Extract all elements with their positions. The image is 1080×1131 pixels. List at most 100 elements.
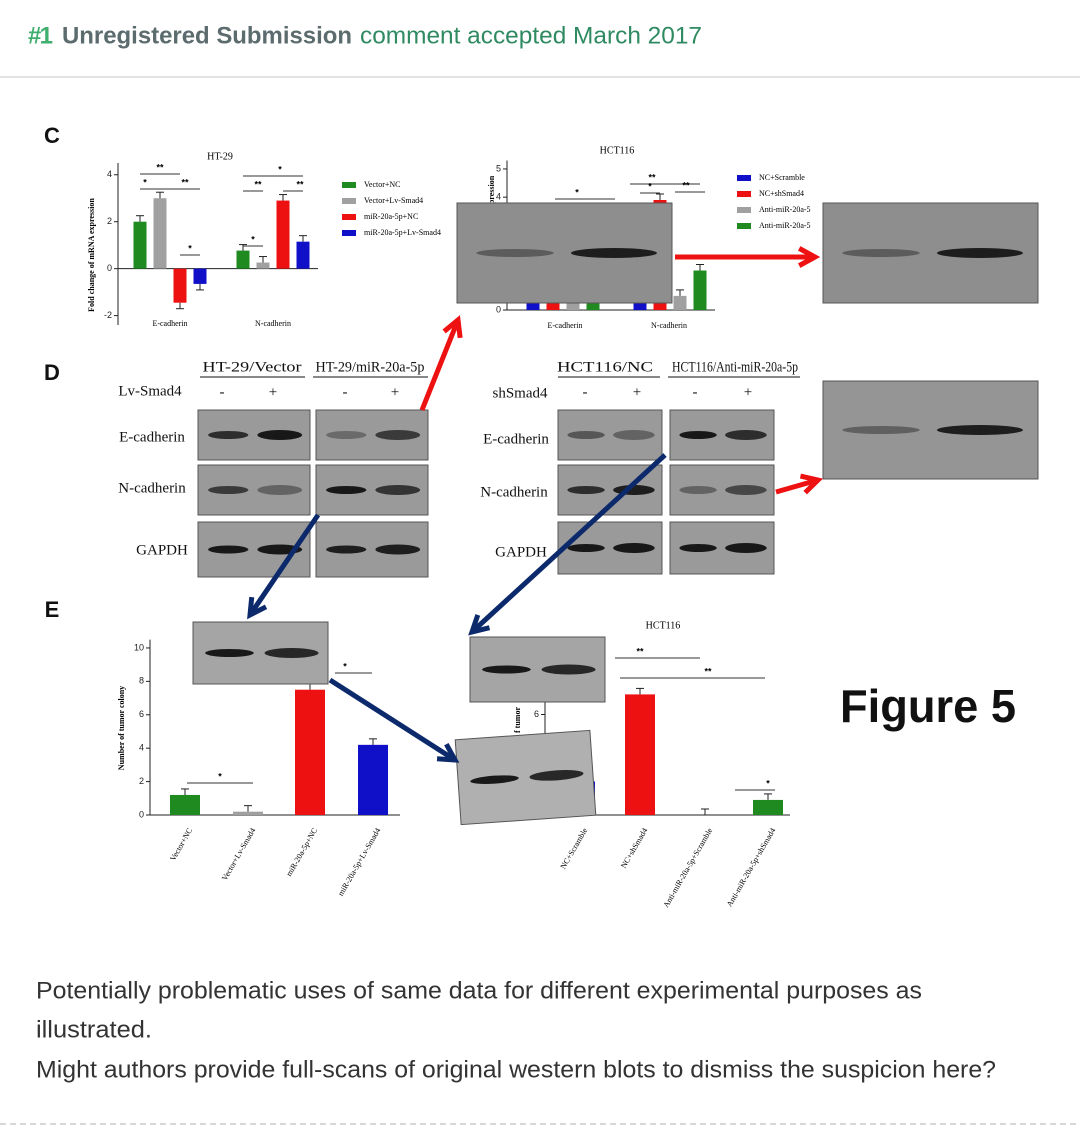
blot-image: [197, 521, 311, 578]
comment-text: Might authors provide full-scans of orig…: [36, 1056, 996, 1083]
significance: **: [704, 666, 712, 676]
sign: +: [391, 384, 399, 400]
y-tick-label: 4: [496, 192, 501, 202]
significance: **: [296, 179, 304, 189]
sign: -: [220, 384, 225, 400]
arrow-head: [247, 596, 268, 620]
blot-band: [613, 430, 655, 440]
legend-label: miR-20a-5p+Lv-Smad4: [364, 228, 441, 237]
significance: *: [218, 771, 222, 781]
blot-band: [541, 664, 596, 675]
significance: *: [343, 661, 347, 671]
bar: [173, 268, 187, 303]
legend-swatch: [342, 198, 356, 204]
x-tick-label: N-cadherin: [255, 319, 291, 328]
blot-band: [257, 430, 303, 440]
sign: -: [693, 384, 698, 400]
blot-image: [557, 521, 663, 575]
row-label: GAPDH: [495, 544, 547, 560]
blot-band: [679, 431, 717, 439]
blot-image: [669, 409, 775, 461]
bar: [625, 694, 655, 815]
y-tick-label: 6: [139, 709, 144, 719]
significance: **: [636, 646, 644, 656]
sign: -: [343, 384, 348, 400]
legend-swatch: [737, 207, 751, 213]
blot-band: [326, 431, 367, 439]
blot-band: [476, 249, 554, 257]
blot-band: [208, 486, 249, 494]
status: comment accepted March 2017: [360, 22, 702, 49]
blot-band: [679, 486, 717, 494]
bar: [256, 262, 270, 269]
legend-swatch: [342, 214, 356, 220]
significance: **: [682, 180, 690, 190]
row-label: E-cadherin: [483, 431, 549, 447]
blot-image: [454, 729, 597, 826]
bar: [673, 295, 687, 310]
sign: +: [269, 384, 277, 400]
blot-image: [192, 621, 329, 685]
group-label: HCT116/Anti-miR-20a-5p: [672, 359, 798, 375]
blot-image: [669, 464, 775, 516]
blot-band: [264, 648, 319, 658]
arrow-head: [799, 473, 824, 495]
treatment-label: Lv-Smad4: [118, 383, 182, 399]
sign: +: [744, 384, 752, 400]
significance: **: [648, 172, 656, 182]
blot-band: [567, 431, 605, 439]
panel-label: D: [44, 360, 60, 385]
y-tick-label: 8: [139, 676, 144, 686]
blot-image: [822, 380, 1039, 480]
panel-label: E: [45, 597, 60, 622]
blot-image: [456, 202, 673, 304]
blot-band: [725, 485, 767, 495]
arrow-shaft: [775, 477, 819, 495]
y-tick-label: 0: [139, 809, 144, 819]
blot-band: [375, 544, 421, 555]
bar: [153, 198, 167, 269]
comment-text: Potentially problematic uses of same dat…: [36, 977, 922, 1004]
significance: *: [575, 187, 579, 197]
blot-band: [470, 775, 519, 785]
chart-title: HT-29: [207, 151, 233, 162]
blot-band: [208, 431, 249, 439]
row-label: GAPDH: [136, 542, 188, 558]
legend-swatch: [737, 175, 751, 181]
blot-band: [725, 430, 767, 440]
group-label: HCT116/NC: [557, 359, 653, 375]
significance: **: [156, 162, 164, 172]
legend-swatch: [342, 230, 356, 236]
legend-swatch: [342, 182, 356, 188]
y-tick-label: -2: [104, 310, 112, 320]
significance: *: [648, 181, 652, 191]
blot-band: [842, 249, 920, 257]
legend-label: miR-20a-5p+NC: [364, 212, 418, 221]
y-tick-label: 0: [496, 304, 501, 314]
blot-image: [557, 409, 663, 461]
blot-band: [205, 649, 254, 657]
treatment-label: shSmad4: [492, 385, 548, 401]
x-tick-label: E-cadherin: [547, 321, 582, 330]
sign: +: [633, 384, 641, 400]
blot-image: [822, 202, 1039, 304]
y-tick-label: 10: [134, 642, 144, 652]
bar: [170, 794, 200, 815]
bar: [193, 268, 207, 284]
blot-band: [375, 430, 421, 440]
y-axis-label: f tumor: [513, 707, 522, 733]
blot-background: [454, 729, 597, 826]
x-tick-label: E-cadherin: [152, 319, 187, 328]
arrow-head: [442, 315, 463, 339]
comment-number: #1: [28, 22, 53, 49]
blot-band: [842, 426, 920, 434]
comment-text: illustrated.: [36, 1016, 152, 1043]
blot-band: [570, 248, 657, 258]
y-tick-label: 2: [107, 216, 112, 226]
chart-title: HCT116: [600, 145, 635, 156]
arrow-shaft: [328, 677, 457, 763]
blot-band: [257, 485, 303, 495]
significance: *: [143, 177, 147, 187]
